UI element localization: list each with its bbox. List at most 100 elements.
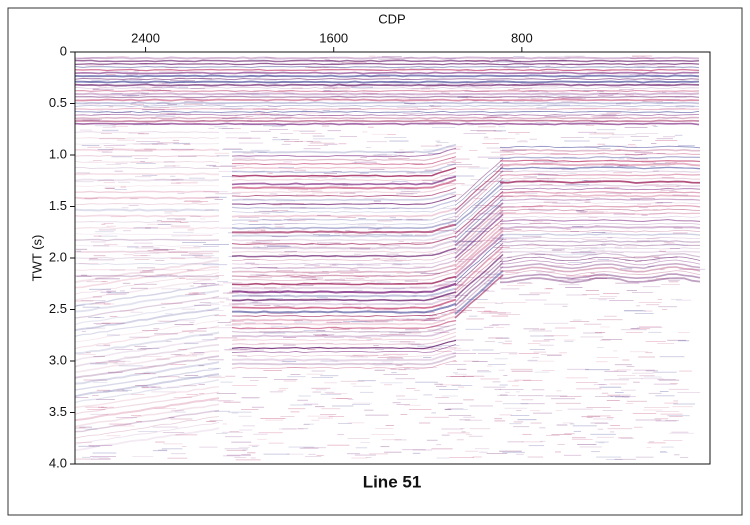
reflector (74, 98, 700, 102)
reflector (74, 65, 700, 69)
reflector (231, 343, 457, 353)
y-tick-label: 0.5 (49, 95, 67, 110)
reflector (74, 416, 220, 439)
reflector (74, 421, 220, 445)
reflector (74, 87, 700, 89)
reflector (74, 250, 220, 254)
reflector (74, 74, 700, 78)
reflector (74, 59, 700, 63)
reflector (231, 355, 457, 366)
reflector (231, 319, 457, 330)
reflector (499, 215, 701, 219)
reflector (74, 302, 220, 326)
reflector (454, 166, 504, 211)
reflector (231, 223, 457, 234)
reflector (499, 152, 700, 156)
reflector (231, 275, 457, 286)
reflector (74, 107, 700, 111)
reflector (231, 171, 457, 182)
reflector (74, 110, 700, 114)
reflector (231, 259, 457, 270)
reflector (454, 274, 504, 319)
x-axis-label: CDP (378, 11, 405, 26)
reflector (231, 143, 457, 154)
reflector (499, 170, 701, 174)
reflector (499, 259, 701, 266)
reflector (231, 339, 457, 350)
reflector (74, 83, 700, 87)
figure-frame (7, 7, 743, 516)
reflector (231, 178, 457, 190)
reflector (74, 89, 700, 93)
y-axis-label: TWT (s) (29, 235, 44, 282)
y-tick-label: 1.5 (49, 198, 67, 213)
reflector (499, 166, 701, 170)
reflector (231, 310, 457, 322)
reflector (74, 283, 220, 308)
reflector (499, 148, 700, 153)
reflector (74, 190, 220, 194)
reflector (231, 231, 457, 242)
reflector (454, 186, 504, 230)
reflector (231, 323, 457, 334)
reflector (499, 212, 701, 215)
reflector (454, 209, 504, 255)
reflector (74, 136, 220, 139)
x-tick-label: 1600 (319, 30, 348, 45)
reflector (231, 247, 457, 258)
reflector (74, 266, 220, 289)
reflector (499, 190, 701, 194)
reflector (500, 162, 701, 167)
reflector (232, 195, 457, 206)
reflector (499, 240, 701, 243)
reflector (499, 177, 701, 180)
y-tick-label: 4.0 (49, 455, 67, 470)
reflector (231, 256, 457, 266)
reflector (454, 190, 504, 235)
reflector (231, 308, 457, 318)
reflector (499, 236, 701, 240)
reflector (231, 239, 457, 250)
reflector (500, 266, 701, 273)
reflector (231, 199, 457, 210)
reflector (454, 270, 504, 315)
reflector (74, 104, 700, 108)
reflector (454, 229, 504, 275)
reflector (231, 348, 457, 357)
reflector (74, 122, 700, 126)
reflector (74, 167, 220, 169)
reflector (454, 262, 504, 307)
reflector (454, 266, 504, 311)
reflector (231, 282, 457, 294)
reflector (74, 289, 220, 313)
reflector (231, 191, 457, 202)
reflector (74, 277, 220, 301)
reflector (74, 56, 700, 60)
reflector (74, 427, 220, 452)
reflector (231, 151, 457, 162)
reflector (74, 113, 700, 117)
reflector (499, 145, 701, 149)
reflector (454, 202, 504, 247)
reflector (499, 173, 701, 177)
reflector (75, 95, 700, 99)
reflector (74, 350, 220, 374)
reflector (499, 229, 701, 233)
reflector (74, 214, 220, 218)
reflector (74, 379, 220, 404)
reflector (74, 391, 220, 415)
reflector (74, 161, 220, 163)
reflector (454, 222, 504, 267)
reflector (499, 208, 701, 212)
reflector (74, 119, 700, 123)
reflector (74, 245, 220, 247)
reflector (454, 218, 504, 263)
reflector (74, 313, 220, 337)
reflector (231, 271, 457, 282)
chart-title: Line 51 (363, 472, 422, 491)
reflector (74, 184, 220, 187)
reflector (231, 291, 457, 302)
reflector (500, 263, 701, 270)
seismic-image (74, 55, 706, 461)
